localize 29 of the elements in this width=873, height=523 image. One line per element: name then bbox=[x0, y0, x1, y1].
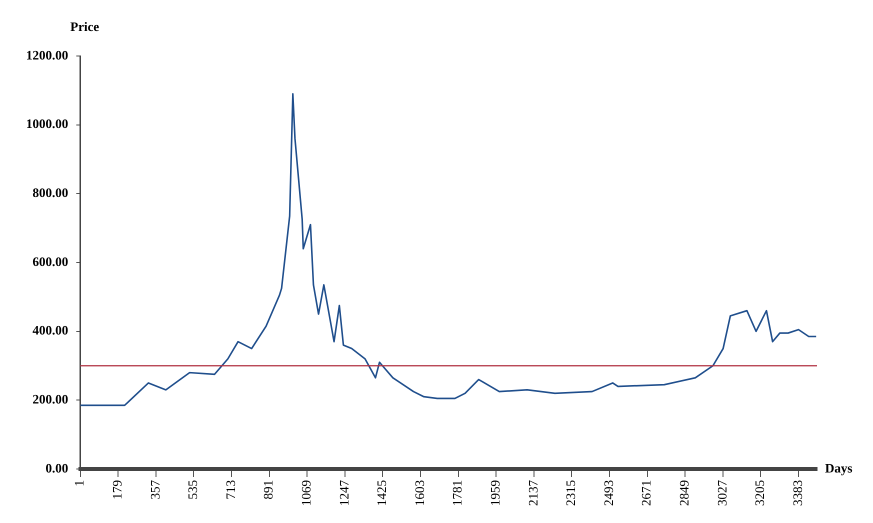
x-tick-label: 2493 bbox=[600, 480, 616, 506]
x-tick-label: 2671 bbox=[638, 480, 654, 506]
x-tick-label: 3205 bbox=[752, 480, 768, 506]
x-tick-label: 1781 bbox=[450, 480, 465, 506]
x-tick-label: 1 bbox=[72, 480, 87, 486]
x-tick-label: 3383 bbox=[790, 480, 805, 506]
y-tick-label: 1200.00 bbox=[26, 47, 68, 62]
y-tick-label: 1000.00 bbox=[26, 116, 68, 132]
x-tick-label: 1603 bbox=[412, 480, 427, 506]
x-tick-label: 713 bbox=[222, 480, 238, 500]
x-axis-title: Days bbox=[825, 460, 852, 476]
x-tick-label: 1247 bbox=[336, 480, 352, 506]
y-axis-title: Price bbox=[70, 18, 100, 34]
y-tick-label: 0.00 bbox=[46, 460, 68, 476]
x-tick-label: 357 bbox=[147, 480, 162, 500]
x-tick-label: 535 bbox=[185, 480, 200, 500]
x-tick-label: 1069 bbox=[298, 480, 314, 506]
x-tick-label: 179 bbox=[109, 480, 124, 500]
x-tick-label: 1959 bbox=[488, 480, 503, 506]
x-tick-label: 891 bbox=[260, 480, 276, 500]
x-tick-label: 2849 bbox=[676, 480, 692, 506]
x-tick-label: 2315 bbox=[563, 480, 578, 506]
y-tick-label: 400.00 bbox=[32, 322, 68, 338]
x-tick-label: 3027 bbox=[714, 480, 730, 506]
x-tick-label: 1425 bbox=[374, 480, 390, 506]
y-tick-label: 800.00 bbox=[32, 185, 68, 200]
y-tick-label: 200.00 bbox=[32, 392, 68, 407]
x-tick-label: 2137 bbox=[525, 480, 540, 506]
y-tick-label: 600.00 bbox=[32, 254, 68, 269]
